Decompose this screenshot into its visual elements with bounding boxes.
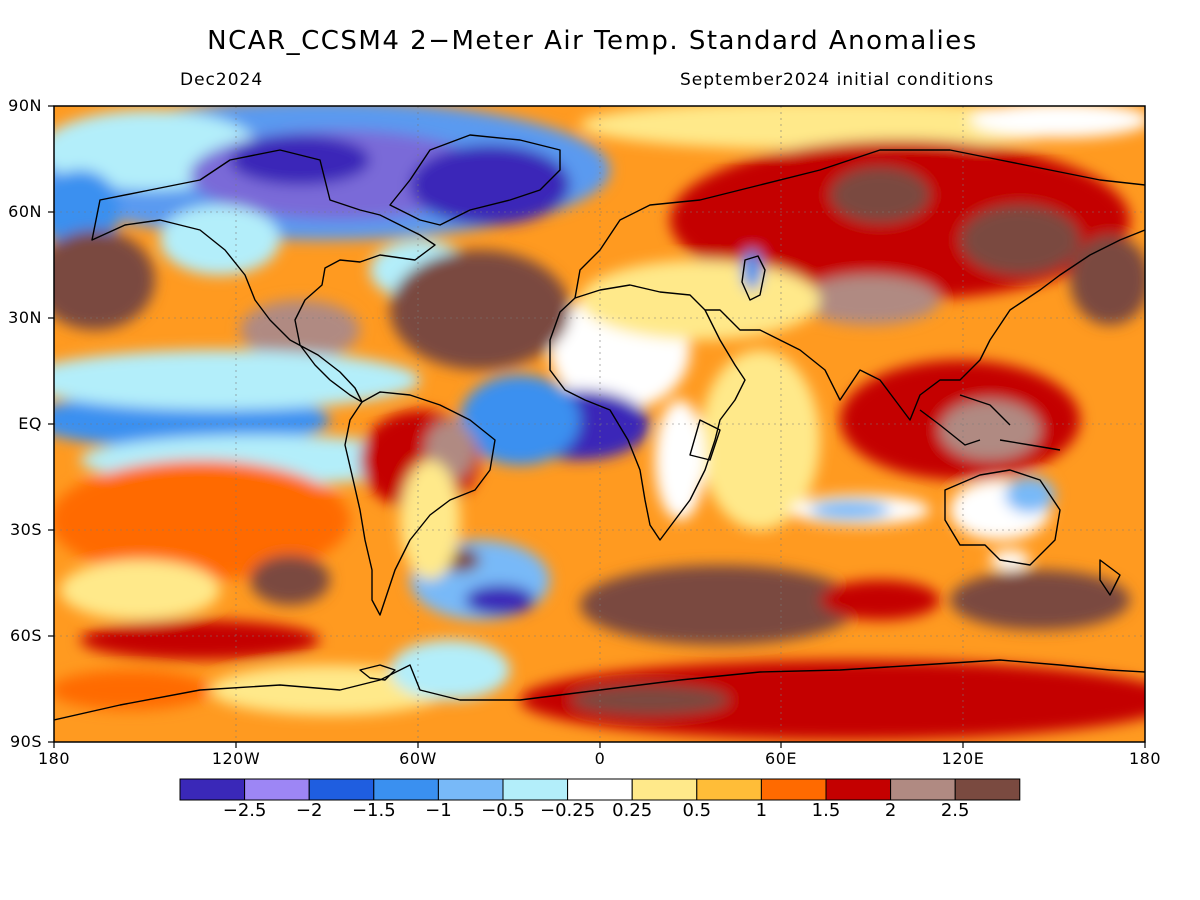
colorbar-tick-label: 0.5 — [682, 800, 712, 821]
lat-label-30s: 30S — [9, 520, 42, 539]
colorbar-swatch — [373, 778, 439, 801]
figure-title: NCAR_CCSM4 2−Meter Air Temp. Standard An… — [207, 26, 978, 56]
colorbar-swatch — [760, 778, 827, 801]
lat-label-90n: 90N — [8, 96, 42, 115]
lat-label-eq: EQ — [18, 414, 42, 433]
colorbar-tick-label: −1.5 — [351, 800, 396, 821]
initial-conditions-label: September2024 initial conditions — [680, 70, 995, 90]
lon-label-120e: 120E — [941, 749, 985, 768]
colorbar-tick-label: −2.5 — [222, 800, 267, 821]
lon-label-60w: 60W — [399, 749, 437, 768]
colorbar-swatch — [502, 778, 569, 801]
colorbar-tick-label: 2 — [884, 800, 897, 821]
anomaly-blobs — [54, 106, 1145, 740]
lon-label-0: 0 — [594, 749, 606, 768]
colorbar-tick-label: −0.25 — [540, 800, 596, 821]
colorbar-swatch — [308, 778, 375, 801]
colorbar-swatch — [567, 778, 633, 801]
colorbar — [179, 778, 1021, 801]
lat-label-90s: 90S — [9, 732, 42, 751]
colorbar-tick-label: −0.5 — [481, 800, 525, 821]
anomaly-field — [54, 106, 1145, 742]
colorbar-swatch — [244, 778, 310, 801]
colorbar-swatch — [179, 778, 246, 801]
colorbar-swatch — [437, 778, 504, 801]
colorbar-swatch — [890, 778, 956, 801]
lon-label-60e: 60E — [765, 749, 797, 768]
colorbar-swatch — [631, 778, 698, 801]
lat-label-30n: 30N — [8, 308, 42, 327]
colorbar-tick-label: 1 — [755, 800, 768, 821]
colorbar-tick-label: 0.25 — [612, 800, 653, 821]
lat-label-60s: 60S — [9, 626, 42, 645]
colorbar-tick-label: 1.5 — [811, 800, 841, 821]
colorbar-tick-label: −2 — [295, 800, 323, 821]
axis-ticks — [48, 105, 1146, 748]
lat-label-60n: 60N — [8, 202, 42, 221]
lon-label-180e: 180 — [1128, 749, 1162, 768]
valid-month-label: Dec2024 — [180, 70, 264, 90]
colorbar-swatch — [954, 778, 1021, 801]
lon-label-120w: 120W — [211, 749, 261, 768]
colorbar-tick-label: −1 — [425, 800, 452, 821]
colorbar-swatch — [825, 778, 892, 801]
lon-label-180w: 180 — [37, 749, 71, 768]
colorbar-swatch — [696, 778, 762, 801]
map-gridlines — [54, 106, 1145, 742]
colorbar-tick-label: 2.5 — [940, 800, 970, 821]
coastlines — [54, 134, 1145, 721]
